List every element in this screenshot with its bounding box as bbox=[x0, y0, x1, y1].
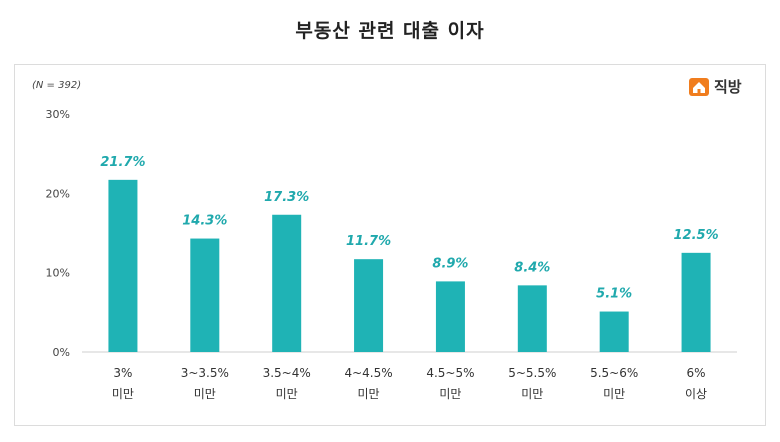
bar-value-label: 5.1% bbox=[596, 287, 632, 302]
bar bbox=[272, 214, 302, 352]
bar bbox=[190, 238, 220, 352]
x-tick-label: 3.5~4% bbox=[263, 366, 311, 380]
brand-logo: 직방 bbox=[688, 76, 742, 97]
x-tick-label: 미만 bbox=[112, 387, 134, 401]
bar-value-label: 8.4% bbox=[514, 260, 550, 275]
bar bbox=[354, 259, 384, 352]
x-tick-label: 3~3.5% bbox=[181, 366, 229, 380]
y-tick-label: 0% bbox=[53, 346, 70, 359]
x-tick-label: 미만 bbox=[194, 387, 216, 401]
bar-value-label: 21.7% bbox=[100, 155, 145, 170]
sample-size-note: (N = 392) bbox=[32, 80, 82, 91]
x-tick-label: 이상 bbox=[685, 387, 707, 401]
bar-value-label: 14.3% bbox=[182, 214, 227, 229]
bar-value-label: 11.7% bbox=[346, 234, 391, 249]
y-tick-label: 20% bbox=[46, 187, 70, 200]
x-tick-label: 4~4.5% bbox=[344, 366, 392, 380]
x-tick-label: 6% bbox=[687, 366, 706, 380]
bar-value-label: 17.3% bbox=[264, 190, 309, 205]
house-logo-icon bbox=[689, 77, 709, 96]
x-tick-label: 미만 bbox=[358, 387, 380, 401]
bar bbox=[108, 179, 138, 352]
x-tick-label: 미만 bbox=[276, 387, 298, 401]
x-tick-label: 5.5~6% bbox=[590, 366, 638, 380]
y-tick-label: 30% bbox=[46, 108, 70, 121]
bar bbox=[599, 311, 629, 352]
x-tick-label: 미만 bbox=[603, 387, 625, 401]
x-tick-label: 5~5.5% bbox=[508, 366, 556, 380]
bar bbox=[435, 281, 465, 352]
bar-value-label: 8.9% bbox=[432, 256, 468, 271]
x-tick-label: 미만 bbox=[521, 387, 543, 401]
x-tick-label: 3% bbox=[113, 366, 132, 380]
chart-panel bbox=[14, 64, 766, 426]
bar bbox=[517, 285, 547, 352]
brand-name: 직방 bbox=[714, 78, 742, 96]
y-tick-label: 10% bbox=[46, 267, 70, 280]
bar-value-label: 12.5% bbox=[674, 228, 719, 243]
x-tick-label: 미만 bbox=[439, 387, 461, 401]
x-tick-label: 4.5~5% bbox=[426, 366, 474, 380]
chart-title: 부동산 관련 대출 이자 bbox=[295, 20, 485, 42]
bar bbox=[681, 252, 711, 352]
